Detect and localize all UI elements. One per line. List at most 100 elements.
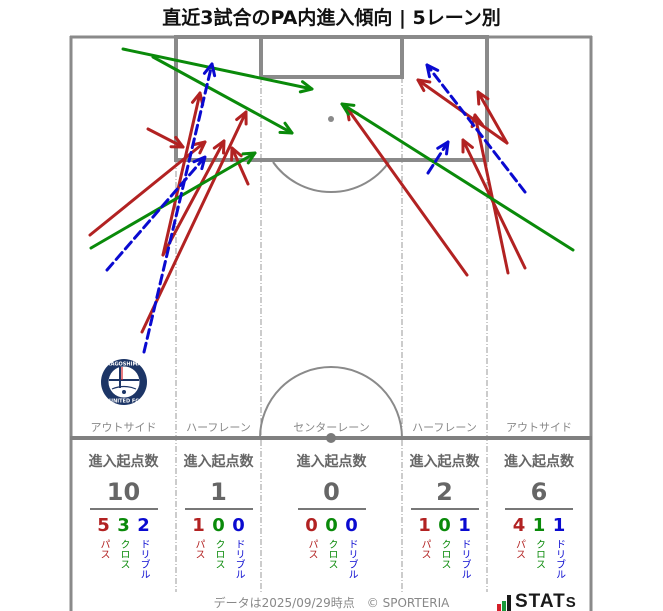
dribble-count: 1 xyxy=(458,515,471,536)
penalty-arc xyxy=(272,161,390,194)
stat-label: 進入起点数 xyxy=(409,454,480,470)
penalty-spot xyxy=(328,116,334,122)
arrow-dribble xyxy=(425,63,527,194)
divider xyxy=(89,508,158,510)
dribble-label: ドリブル xyxy=(553,539,565,579)
entry-total: 10 xyxy=(106,478,141,506)
arrow-pass xyxy=(345,106,469,277)
dribble-count: 1 xyxy=(552,515,566,536)
arrowhead-icon xyxy=(416,78,432,93)
lane-stats-center: 進入起点数 0 0 パス 0 クロス 0 ドリブル xyxy=(261,452,402,579)
arrowhead-icon xyxy=(298,80,314,94)
team-crest-icon: KAGOSHIMA UNITED FC xyxy=(101,359,147,405)
entry-total: 1 xyxy=(210,478,227,506)
arrow-cross xyxy=(151,55,294,135)
cross-count: 0 xyxy=(325,515,338,536)
arrowhead-icon xyxy=(202,62,217,78)
cross-label: クロス xyxy=(118,539,129,569)
dribble-count: 0 xyxy=(232,515,245,536)
arrow-pass xyxy=(146,127,185,149)
center-spot xyxy=(326,433,336,443)
entry-total: 2 xyxy=(436,478,453,506)
center-circle xyxy=(259,366,403,439)
cross-label: クロス xyxy=(213,539,224,569)
stat-label: 進入起点数 xyxy=(296,454,367,470)
arrow-pass xyxy=(461,138,527,270)
divider xyxy=(184,508,253,510)
arrow-dribble xyxy=(105,155,207,272)
arrow-pass xyxy=(161,91,205,257)
pass-label: パス xyxy=(419,539,430,559)
logo-text-tail: S xyxy=(565,594,576,611)
arrowhead-icon xyxy=(192,155,207,171)
dribble-label: ドリブル xyxy=(459,539,470,579)
goal-area xyxy=(259,35,404,79)
cross-count: 1 xyxy=(532,515,546,536)
arrow-pass xyxy=(476,90,509,145)
divider xyxy=(297,508,366,510)
entry-total: 0 xyxy=(323,478,340,506)
lane-label-outside-right: アウトサイド xyxy=(506,421,572,434)
chart-title: 直近3試合のPA内進入傾向 | 5レーン別 xyxy=(162,7,501,29)
entry-arrows xyxy=(88,47,575,354)
lane-stats-half-right: 進入起点数 2 1 パス 0 クロス 1 ドリブル xyxy=(402,452,487,579)
cross-count: 0 xyxy=(212,515,225,536)
cross-label: クロス xyxy=(439,539,450,569)
arrow-dribble xyxy=(426,140,450,175)
arrow-cross xyxy=(340,102,575,252)
divider xyxy=(410,508,479,510)
arrowhead-icon xyxy=(461,138,474,154)
logo-text: STAT xyxy=(515,591,566,611)
arrow-cross xyxy=(121,47,314,94)
dribble-label: ドリブル xyxy=(233,539,244,579)
arrow-cross xyxy=(89,151,257,250)
divider xyxy=(505,508,573,510)
lane-label-outside-left: アウトサイド xyxy=(90,421,157,434)
lane-stats-outside-right: 進入起点数 6 4 パス 1 クロス 1 ドリブル xyxy=(487,452,591,579)
pass-count: 0 xyxy=(305,515,318,536)
arrowhead-icon xyxy=(235,110,248,126)
dribble-count: 2 xyxy=(137,515,150,536)
lane-label-half-right: ハーフレーン xyxy=(412,421,477,434)
arrowhead-icon xyxy=(191,140,207,155)
stat-label: 進入起点数 xyxy=(183,454,254,470)
pass-count: 1 xyxy=(192,515,205,536)
stats-bars-icon xyxy=(497,595,511,611)
badge-top-text: KAGOSHIMA xyxy=(107,362,142,368)
stat-label: 進入起点数 xyxy=(504,454,574,470)
lane-label-half-left: ハーフレーン xyxy=(186,421,251,434)
lane-stats-half-left: 進入起点数 1 1 パス 0 クロス 0 ドリブル xyxy=(176,452,261,579)
arrow-pass xyxy=(161,139,226,257)
cross-label: クロス xyxy=(533,539,545,569)
entry-total: 6 xyxy=(530,478,548,506)
dribble-label: ドリブル xyxy=(138,539,149,579)
pass-count: 5 xyxy=(97,515,110,536)
stat-label: 進入起点数 xyxy=(88,454,159,470)
arrowhead-icon xyxy=(476,90,490,106)
cross-count: 0 xyxy=(438,515,451,536)
dribble-label: ドリブル xyxy=(346,539,357,579)
arrow-pass xyxy=(140,110,248,334)
cross-label: クロス xyxy=(326,539,337,569)
stats-logo: STAT S xyxy=(497,591,576,611)
cross-count: 3 xyxy=(117,515,130,536)
pass-label: パス xyxy=(306,539,317,559)
pass-count: 4 xyxy=(512,515,526,536)
pass-label: パス xyxy=(513,539,525,559)
arrowhead-icon xyxy=(340,102,356,116)
data-date-note: データは2025/09/29時点 © SPORTERIA xyxy=(213,596,450,610)
arrowhead-icon xyxy=(169,135,185,149)
pass-count: 1 xyxy=(418,515,431,536)
badge-bottom-text: UNITED FC xyxy=(109,399,139,405)
arrowhead-icon xyxy=(436,140,450,156)
arrowhead-icon xyxy=(212,139,226,155)
arrowhead-icon xyxy=(425,63,440,79)
lane-label-center: センターレーン xyxy=(293,421,370,434)
lane-stats-outside-left: 進入起点数 10 5 パス 3 クロス 2 ドリブル xyxy=(71,452,176,579)
arrow-pass xyxy=(230,146,250,186)
dribble-count: 0 xyxy=(345,515,358,536)
arrowhead-icon xyxy=(241,151,257,165)
arrowhead-icon xyxy=(278,121,294,135)
